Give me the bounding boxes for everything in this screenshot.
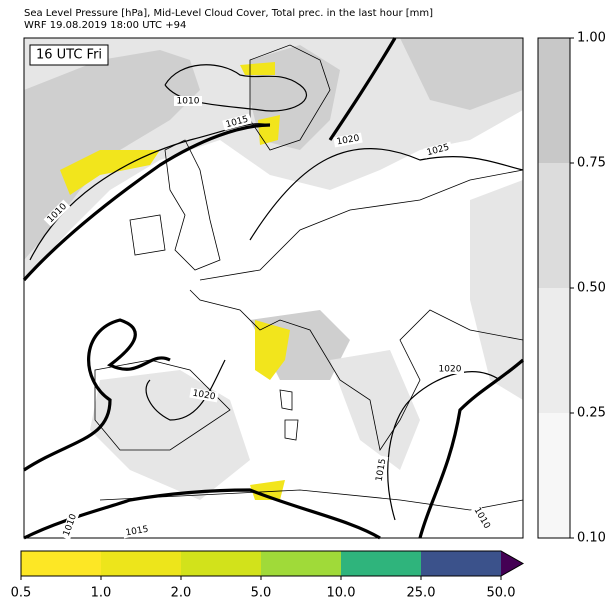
colorbar-band — [21, 551, 101, 576]
subtitle-line: WRF 19.08.2019 18:00 UTC +94 — [24, 20, 186, 31]
contour-label-bg — [60, 510, 80, 540]
isobar-thick — [418, 358, 525, 539]
cloud-area — [330, 350, 420, 470]
isobar — [387, 371, 501, 521]
time-label-box — [29, 44, 109, 66]
contour-label-bg — [470, 503, 494, 533]
title-line: Sea Level Pressure [hPa], Mid-Level Clou… — [24, 8, 433, 19]
contour-label-bg — [122, 523, 152, 539]
contour-label: 1015 — [375, 458, 389, 482]
coastline — [279, 389, 299, 441]
coastline — [189, 169, 524, 452]
isobar-thick — [22, 123, 271, 282]
contour-label: 1020 — [439, 365, 462, 375]
cloud-area — [90, 370, 250, 500]
colorbar-tick-label: 5.0 — [251, 586, 272, 601]
rain-area — [255, 320, 290, 380]
colorbar-band — [538, 38, 570, 163]
contour-label-bg — [222, 113, 252, 131]
colorbar-band — [261, 551, 341, 576]
colorbar-extend — [501, 551, 523, 576]
contour-label: 1010 — [177, 97, 200, 107]
coastlines — [94, 44, 524, 511]
colorbar-frame — [20, 550, 525, 577]
cloud-cover — [24, 38, 523, 500]
colorbar-band — [101, 551, 181, 576]
contour-label-bg — [174, 96, 202, 106]
colorbar-band — [538, 163, 570, 288]
coastline — [164, 139, 221, 271]
colorbar-band — [538, 288, 570, 413]
isobar-thick — [328, 37, 397, 141]
contour-label-bg — [373, 455, 389, 485]
contour-label: 1020 — [192, 389, 217, 403]
coastline — [129, 214, 166, 256]
coastline — [94, 359, 231, 451]
map-frame — [23, 37, 524, 539]
colorbar-band — [341, 551, 421, 576]
colorbar-tick-label: 50.0 — [487, 586, 516, 601]
colorbar-tick-label: 0.75 — [577, 156, 606, 171]
colorbar-tick-label: 0.10 — [577, 531, 606, 546]
time-label: 16 UTC Fri — [36, 48, 102, 63]
colorbar-tick-label: 0.25 — [577, 406, 606, 421]
colorbar-tick-label: 0.50 — [577, 281, 606, 296]
contour-label: 1020 — [336, 134, 361, 148]
map: 16 UTC Fri — [22, 37, 525, 540]
isobar — [249, 147, 524, 241]
cloud-area — [400, 38, 523, 110]
isobar — [164, 64, 307, 112]
colorbar-tick-label: 10.0 — [327, 586, 356, 601]
contour-label-bg — [43, 199, 71, 227]
colorbar-band — [421, 551, 501, 576]
colorbar-tick-label: 0.5 — [11, 586, 32, 601]
colorbar-band — [538, 413, 570, 538]
contour-label: 1015 — [125, 525, 149, 539]
colorbar-band — [181, 551, 261, 576]
contour-label-bg — [436, 364, 464, 374]
isobar — [145, 359, 226, 421]
contour-label-bg — [423, 141, 453, 159]
isobars — [22, 37, 525, 540]
contour-label-bg — [333, 132, 363, 148]
colorbar-tick-label: 2.0 — [171, 586, 192, 601]
contour-label-bg — [189, 387, 219, 403]
colorbar-tick-label: 1.0 — [91, 586, 112, 601]
colorbar-tick-label: 1.00 — [577, 31, 606, 46]
isobar-thick — [23, 318, 171, 472]
cloud-area — [470, 180, 523, 400]
colorbar-tick-label: 25.0 — [407, 586, 436, 601]
isobar-thick — [23, 488, 381, 540]
rain-area — [240, 62, 275, 75]
rain-area — [258, 115, 280, 145]
